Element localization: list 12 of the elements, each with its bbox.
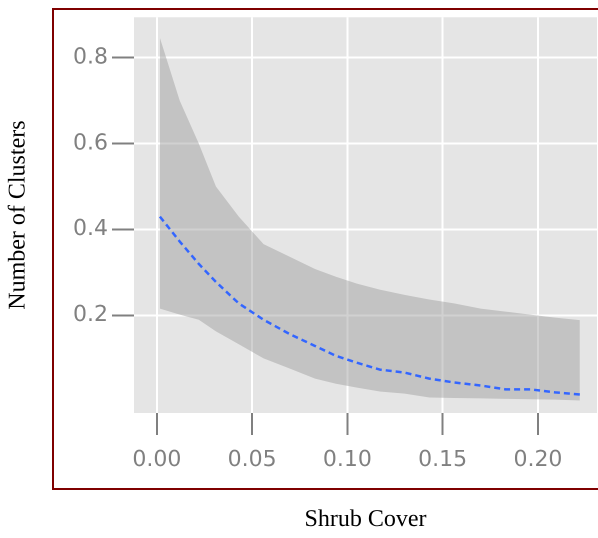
x-tick-label: 0.15 <box>418 446 468 472</box>
x-tick-label: 0.00 <box>132 446 182 472</box>
y-tick-label: 0.2 <box>73 302 108 328</box>
y-tick-label: 0.6 <box>73 130 108 156</box>
y-tick-label: 0.4 <box>73 216 108 242</box>
x-tick-label: 0.10 <box>322 446 372 472</box>
x-tick-label: 0.05 <box>228 446 277 472</box>
x-tick-label: 0.20 <box>513 446 562 472</box>
y-axis-title: Number of Clusters <box>4 120 31 310</box>
x-axis-title: Shrub Cover <box>304 506 426 532</box>
y-tick-label: 0.8 <box>73 44 108 70</box>
line-series <box>158 215 582 396</box>
